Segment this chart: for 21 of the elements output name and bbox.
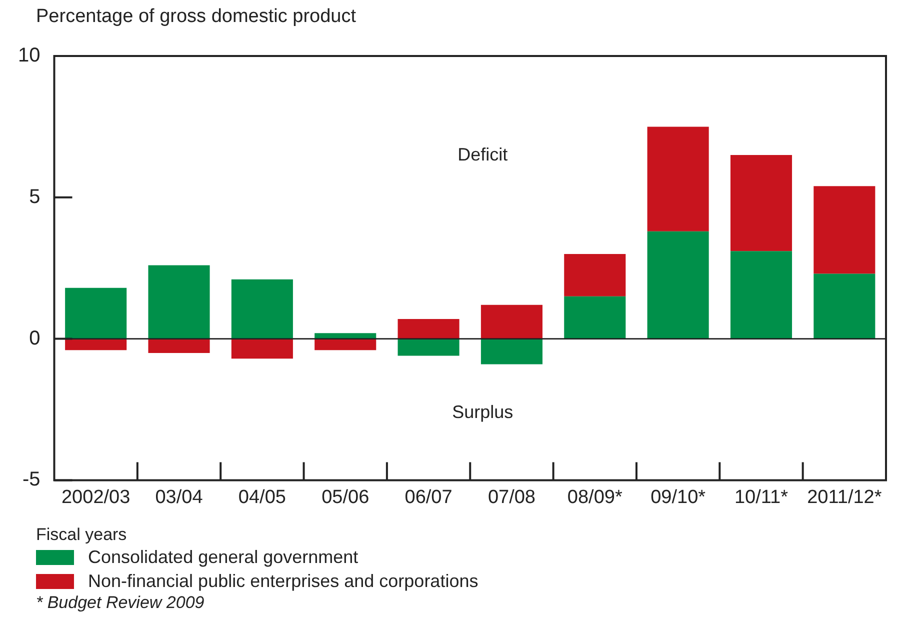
x-tick-label: 09/10* (650, 486, 706, 508)
x-tick-label: 04/05 (238, 486, 286, 508)
annotation: Deficit (458, 144, 508, 165)
x-tick-label: 08/09* (567, 486, 623, 508)
x-tick-label: 2011/12* (807, 486, 882, 508)
text: * Budget Review 2009 (36, 593, 206, 613)
y-tick-label: 5 (29, 186, 40, 208)
y-tick-label: 0 (29, 327, 40, 350)
annotation: Surplus (452, 402, 514, 422)
x-tick-label: 10/11* (734, 486, 789, 508)
x-tick-label: 03/04 (155, 486, 204, 508)
y-axis-title: Percentage of gross domestic product (36, 6, 356, 28)
legend-label: Consolidated general government (88, 546, 358, 568)
legend-label: Non-financial public enterprises and corporations (88, 570, 478, 592)
y-tick-label: -5 (22, 468, 40, 491)
y-tick-label: 10 (18, 44, 40, 67)
x-tick-label: 06/07 (404, 486, 452, 508)
x-tick-label: 07/08 (488, 486, 536, 508)
x-tick-label: 05/06 (322, 486, 370, 508)
x-axis-title: Fiscal years (36, 525, 128, 545)
x-tick-label: 2002/03 (61, 486, 130, 508)
